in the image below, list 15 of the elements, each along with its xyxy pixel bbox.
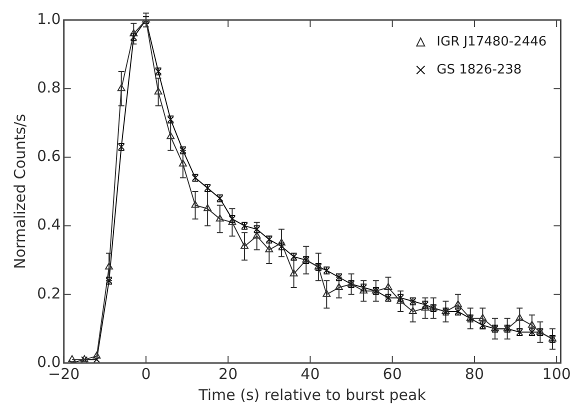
y-tick-label: 1.0: [36, 10, 61, 28]
legend-label: GS 1826-238: [436, 62, 522, 78]
x-tick-label: 20: [218, 364, 238, 383]
y-tick-label: 0.6: [36, 147, 61, 166]
x-tick-label: 0: [141, 364, 151, 383]
y-tick-label: 0.4: [36, 216, 61, 234]
x-tick-label: 40: [300, 364, 320, 383]
y-axis-title: Normalized Counts/s: [10, 114, 29, 270]
x-tick-label: 100: [542, 364, 571, 383]
x-tick-label: 60: [382, 364, 402, 383]
x-tick-label: 80: [464, 364, 484, 383]
legend-label: IGR J17480-2446: [436, 34, 547, 50]
y-tick-label: 0.8: [36, 78, 61, 96]
x-axis-title: Time (s) relative to burst peak: [198, 386, 426, 404]
y-tick-label: 0.2: [36, 284, 61, 302]
